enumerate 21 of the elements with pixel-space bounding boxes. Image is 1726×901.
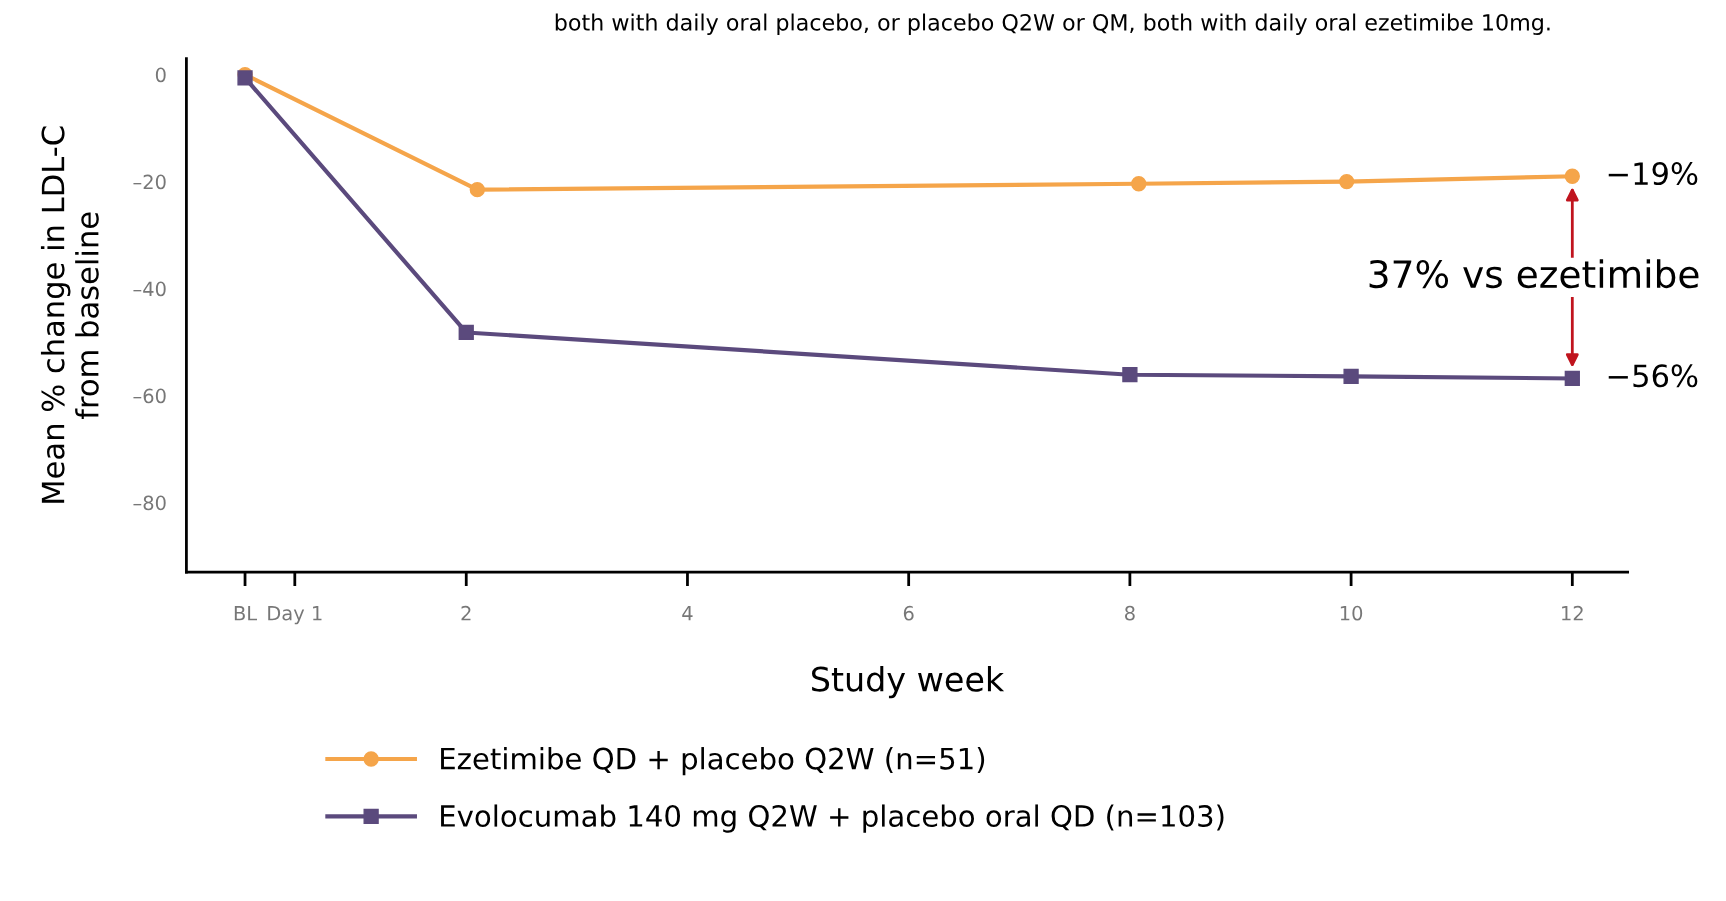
- x-tick-label: 4: [682, 606, 693, 621]
- y-tick-label: –40: [133, 281, 166, 297]
- x-tick-label: 12: [1562, 605, 1583, 621]
- legend-label: Ezetimibe QD + placebo Q2W (n=51): [441, 747, 985, 776]
- text: both with daily oral placebo, or placebo Q2W or QM, both with daily oral ezetimibe 10mg.: [555, 13, 1550, 36]
- x-axis-title: Study week: [812, 665, 1005, 699]
- x-tick-label: Day 1: [268, 606, 322, 625]
- annotation: −19%: [1608, 162, 1698, 186]
- x-tick-label: 2: [461, 605, 471, 621]
- x-tick-label: 6: [903, 605, 914, 621]
- annotation: 37% vs ezetimibe: [1369, 259, 1699, 289]
- y-tick-label: –20: [133, 174, 166, 190]
- annotation: −56%: [1608, 364, 1698, 388]
- y-tick-label: –80: [133, 495, 166, 511]
- x-tick-label: BL: [234, 606, 258, 621]
- legend-label: Evolocumab 140 mg Q2W + placebo oral QD (n=103): [441, 804, 1224, 833]
- y-tick-label: 0: [155, 67, 166, 83]
- y-axis-title: Mean % change in LDL-C from baseline: [40, 126, 99, 503]
- y-tick-label: –60: [133, 388, 166, 404]
- x-tick-label: 10: [1340, 605, 1363, 621]
- x-tick-label: 8: [1125, 605, 1135, 621]
